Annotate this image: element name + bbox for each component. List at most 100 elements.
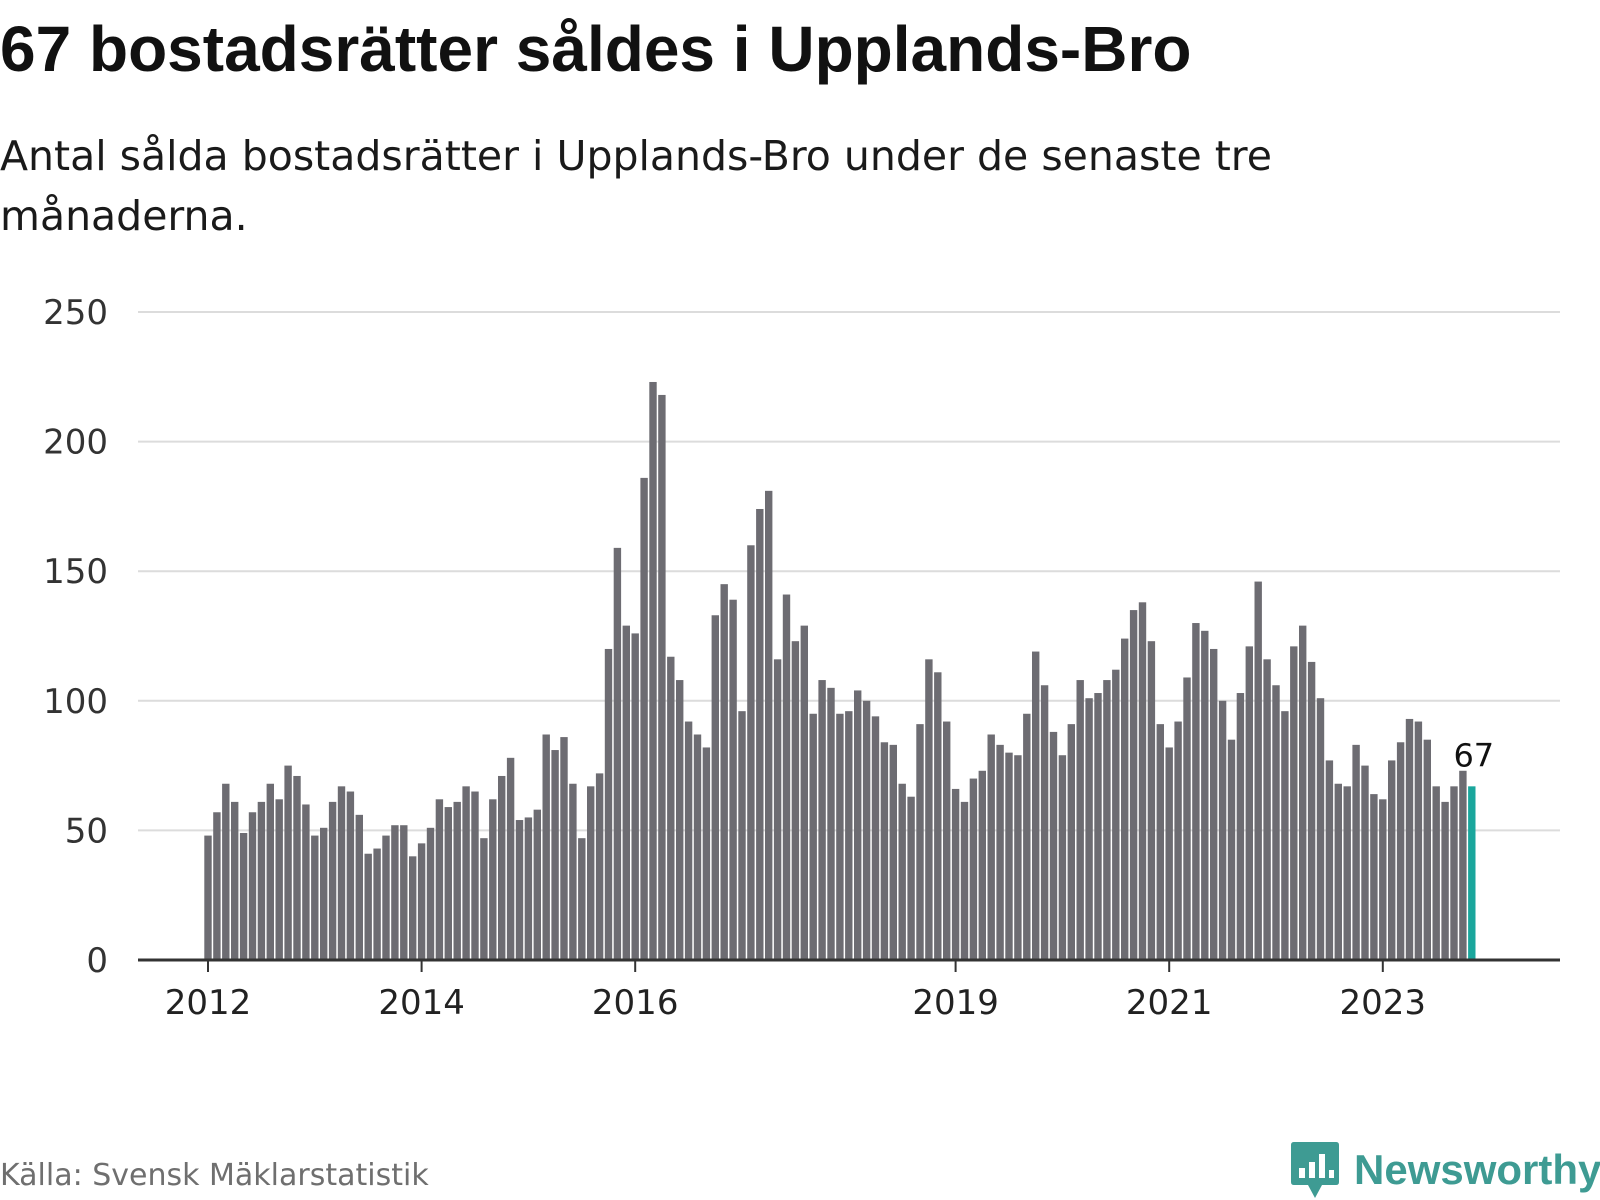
bar (854, 690, 862, 960)
logo-text: Newsworthy (1354, 1146, 1600, 1193)
bar (1405, 718, 1414, 960)
bar (1316, 698, 1325, 960)
bar (515, 820, 524, 960)
bar (1085, 698, 1093, 960)
bar (213, 812, 221, 960)
bar (542, 734, 550, 960)
bar (293, 775, 301, 960)
y-tick-label: 200 (43, 423, 108, 463)
bar (1040, 685, 1049, 960)
bar (1138, 602, 1147, 960)
bar (773, 659, 782, 960)
bar (373, 848, 381, 960)
bar (551, 750, 559, 960)
bar (1147, 641, 1156, 960)
bar (889, 744, 897, 960)
bar (266, 783, 274, 960)
bar (257, 801, 266, 960)
bar (462, 786, 470, 960)
bar (1450, 786, 1458, 960)
bar (871, 716, 880, 960)
bar (578, 838, 586, 960)
x-tick-label: 2023 (1340, 983, 1427, 1023)
bar (346, 791, 355, 960)
bar (1192, 623, 1200, 960)
bar (1352, 744, 1360, 960)
bar (453, 801, 461, 960)
x-tick-label: 2014 (378, 983, 465, 1023)
bar (524, 817, 533, 960)
bar (676, 680, 684, 960)
bar (747, 545, 755, 960)
bar (1414, 721, 1423, 960)
bar (800, 625, 808, 960)
x-tick-label: 2012 (165, 983, 252, 1023)
bar (560, 737, 568, 960)
x-tick-label: 2019 (912, 983, 999, 1023)
bar-highlight (1468, 786, 1476, 960)
bar (275, 799, 283, 960)
bar (320, 827, 328, 960)
bar (1379, 799, 1387, 960)
bar (640, 477, 648, 960)
bar (845, 711, 853, 960)
bar (1076, 680, 1084, 960)
bar (1032, 651, 1040, 960)
bar (1432, 786, 1440, 960)
bar (1210, 648, 1218, 960)
y-tick-label: 250 (43, 293, 108, 333)
bar (738, 711, 746, 960)
bar (756, 508, 764, 960)
y-tick-label: 50 (65, 811, 108, 851)
bar (1218, 700, 1227, 960)
bar (587, 786, 595, 960)
bar (1334, 783, 1342, 960)
bar (284, 765, 292, 960)
bar (951, 788, 960, 960)
newsworthy-chart-icon (1291, 1142, 1339, 1198)
bar (1058, 755, 1067, 960)
bar (702, 747, 711, 960)
bar (693, 734, 702, 960)
bar (506, 757, 515, 960)
y-axis-ticks: 0 50 100 150 200 250 (43, 293, 108, 981)
bar (1281, 711, 1289, 960)
bar (631, 633, 639, 960)
bar (1245, 646, 1253, 960)
bar (355, 814, 363, 960)
bar (996, 744, 1004, 960)
bar (382, 835, 390, 960)
chart-title: 67 bostadsrätter såldes i Upplands-Bro (0, 13, 1192, 85)
bar (533, 809, 541, 960)
bar (595, 773, 604, 960)
bar (1121, 638, 1129, 960)
bar (1014, 755, 1022, 960)
bar (1263, 659, 1271, 960)
bar (613, 547, 622, 960)
bar (1396, 742, 1405, 960)
bar (1201, 630, 1209, 960)
bar (987, 734, 995, 960)
bar (569, 783, 577, 960)
bar (391, 825, 399, 960)
x-axis-ticks: 2012 2014 2016 2019 2021 2023 (165, 960, 1426, 1023)
y-tick-label: 150 (43, 552, 108, 592)
bar (836, 713, 844, 960)
bar (1325, 760, 1334, 960)
bar (364, 853, 372, 960)
bar (960, 801, 969, 960)
bar (1156, 724, 1164, 960)
bar (1388, 760, 1396, 960)
bar (658, 394, 666, 961)
bar (1370, 794, 1378, 960)
bar (409, 856, 417, 960)
bar (417, 843, 426, 960)
bar (1067, 724, 1075, 960)
bar (1361, 765, 1369, 960)
bar (765, 490, 773, 960)
x-tick-label: 2016 (592, 983, 679, 1023)
bar (1183, 677, 1191, 960)
bar (604, 648, 613, 960)
bar (978, 770, 986, 960)
bar (239, 832, 248, 960)
